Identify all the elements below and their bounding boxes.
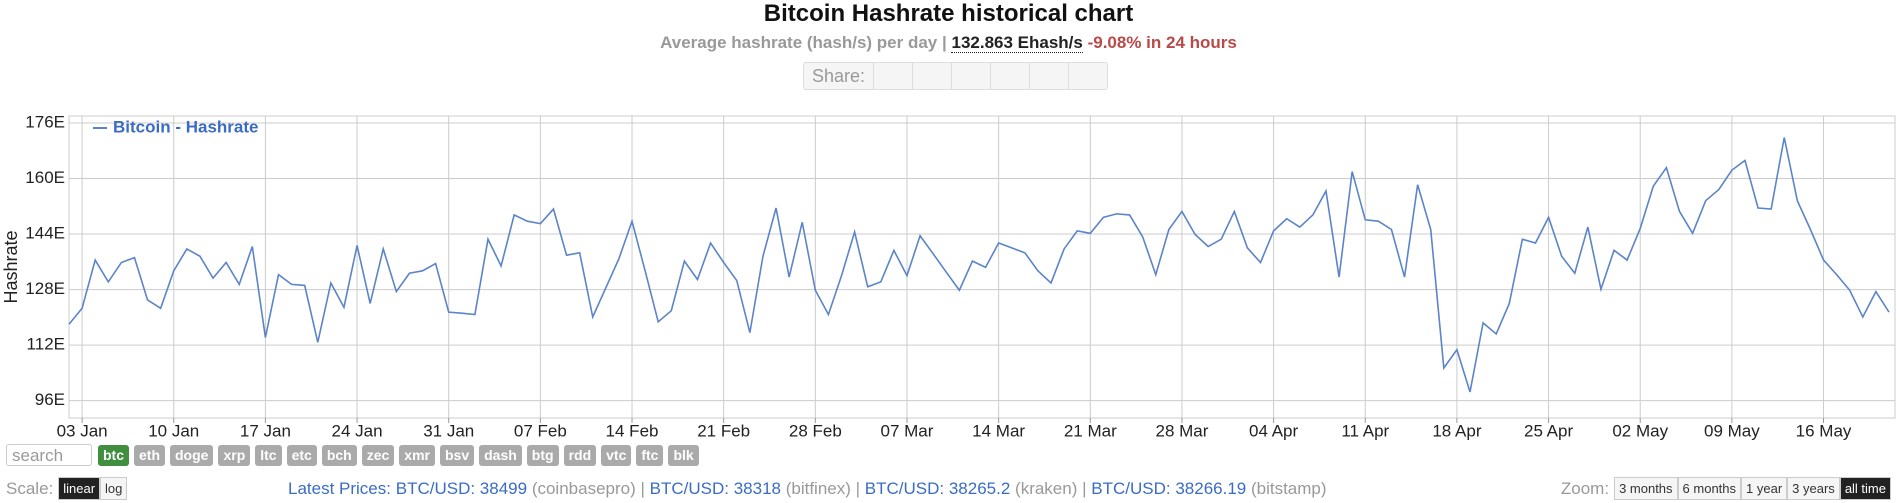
price-quote: BTC/USD: 38499 xyxy=(395,479,528,498)
coin-button[interactable]: zec xyxy=(361,444,395,466)
zoom-label: Zoom: xyxy=(1560,478,1610,498)
coin-bar: search btc eth doge xrp ltc etc bch zec xmr bsv das… xyxy=(6,444,704,466)
share-icon[interactable] xyxy=(1068,63,1107,89)
change: -9.08% in 24 hours xyxy=(1087,33,1237,52)
x-tick-label: 03 Jan xyxy=(57,421,108,440)
scale-button[interactable]: linear xyxy=(58,477,101,500)
title: Bitcoin Hashrate historical chart xyxy=(763,0,1134,27)
separator: | xyxy=(1077,479,1092,498)
share-bar: Share: xyxy=(803,62,1109,90)
current-hashrate: 132.863 Ehash/s xyxy=(951,33,1083,53)
price-quote: BTC/USD: 38266.19 xyxy=(1091,479,1247,498)
coin-button[interactable]: vtc xyxy=(601,444,632,466)
legend-label: Bitcoin - Hashrate xyxy=(113,117,258,136)
x-tick-label: 14 Feb xyxy=(606,421,659,440)
y-tick-label: 112E xyxy=(27,335,65,354)
x-tick-label: 18 Apr xyxy=(1432,421,1481,440)
y-axis-label: Hashrate xyxy=(1,230,21,303)
price-exchange: (bitfinex) xyxy=(785,479,851,498)
zoom-button[interactable]: 1 year xyxy=(1741,477,1788,500)
share-icon[interactable] xyxy=(951,63,990,89)
price-quote: BTC/USD: 38265.2 xyxy=(864,479,1011,498)
scale-label: Scale: xyxy=(6,478,54,498)
coin-button[interactable]: btc xyxy=(98,444,129,466)
share-label: Share: xyxy=(812,65,866,86)
price-exchange: (coinbasepro) xyxy=(531,479,636,498)
y-tick-label: 176E xyxy=(25,112,65,131)
price-exchange: (kraken) xyxy=(1015,479,1078,498)
prices: Latest Prices: BTC/USD: 38499 (coinbasep… xyxy=(288,479,1327,499)
coin-button[interactable]: xmr xyxy=(399,444,435,466)
x-tick-label: 07 Mar xyxy=(881,421,934,440)
x-tick-label: 16 May xyxy=(1796,421,1852,440)
y-tick-label: 96E xyxy=(35,390,65,409)
coin-button[interactable]: eth xyxy=(134,444,165,466)
share-icon[interactable] xyxy=(912,63,951,89)
scale-button[interactable]: log xyxy=(100,477,128,500)
price-quote: BTC/USD: 38318 xyxy=(649,479,781,498)
zoom-button[interactable]: 3 years xyxy=(1787,477,1840,500)
coin-button[interactable]: bsv xyxy=(439,444,475,466)
y-tick-label: 128E xyxy=(25,279,65,298)
x-tick-label: 09 May xyxy=(1704,421,1760,440)
coin-button[interactable]: blk xyxy=(668,444,699,466)
zoom-button[interactable]: all time xyxy=(1839,477,1891,500)
y-tick-label: 160E xyxy=(25,168,65,187)
x-tick-label: 14 Mar xyxy=(972,421,1025,440)
x-tick-label: 02 May xyxy=(1612,421,1668,440)
zoom-group: Zoom: 3 months 6 months 1 year 3 years all ti… xyxy=(1561,477,1891,500)
coin-button[interactable]: ltc xyxy=(255,444,282,466)
coin-button[interactable]: xrp xyxy=(218,444,251,466)
x-tick-label: 21 Feb xyxy=(697,421,750,440)
coin-button[interactable]: etc xyxy=(286,444,317,466)
separator: | xyxy=(635,479,650,498)
x-tick-label: 21 Mar xyxy=(1064,421,1117,440)
zoom-button[interactable]: 6 months xyxy=(1677,477,1742,500)
prices-label: Latest Prices: xyxy=(288,479,391,498)
chart: 96E 112E 128E 144E 160E 176E 03 Jan 10 Jan 17 Ja… xyxy=(1,112,1896,440)
x-tick-label: 31 Jan xyxy=(423,421,474,440)
subtitle-line: Average hashrate (hash/s) per day | 132.… xyxy=(0,32,1897,54)
coin-button[interactable]: ftc xyxy=(636,444,664,466)
x-tick-label: 28 Feb xyxy=(789,421,842,440)
y-tick-label: 144E xyxy=(25,224,65,243)
share-icon[interactable] xyxy=(1029,63,1068,89)
subtitle: Average hashrate (hash/s) per day | xyxy=(660,33,947,52)
search-box[interactable]: search xyxy=(6,444,92,466)
x-tick-label: 28 Mar xyxy=(1155,421,1208,440)
coin-button[interactable]: btg xyxy=(526,444,559,466)
separator: | xyxy=(850,479,865,498)
scale-group: Scale: linear log xyxy=(6,477,128,500)
series-line xyxy=(68,137,1890,393)
coin-button[interactable]: bch xyxy=(321,444,357,466)
plot-frame xyxy=(68,115,1896,419)
coin-button[interactable]: doge xyxy=(170,444,214,466)
share-icon[interactable] xyxy=(873,63,912,89)
coin-button[interactable]: rdd xyxy=(563,444,597,466)
x-tick-label: 04 Apr xyxy=(1249,421,1298,440)
coin-button[interactable]: dash xyxy=(479,444,522,466)
zoom-button[interactable]: 3 months xyxy=(1614,477,1678,500)
x-tick-label: 10 Jan xyxy=(148,421,199,440)
price-exchange: (bitstamp) xyxy=(1250,479,1327,498)
x-tick-label: 07 Feb xyxy=(514,421,567,440)
x-tick-label: 17 Jan xyxy=(240,421,291,440)
x-tick-label: 24 Jan xyxy=(332,421,383,440)
x-tick-label: 25 Apr xyxy=(1524,421,1573,440)
footer: Scale: linear log Latest Prices: BTC/USD: … xyxy=(6,477,1891,501)
x-tick-label: 11 Apr xyxy=(1341,421,1389,440)
share-icon[interactable] xyxy=(990,63,1029,89)
